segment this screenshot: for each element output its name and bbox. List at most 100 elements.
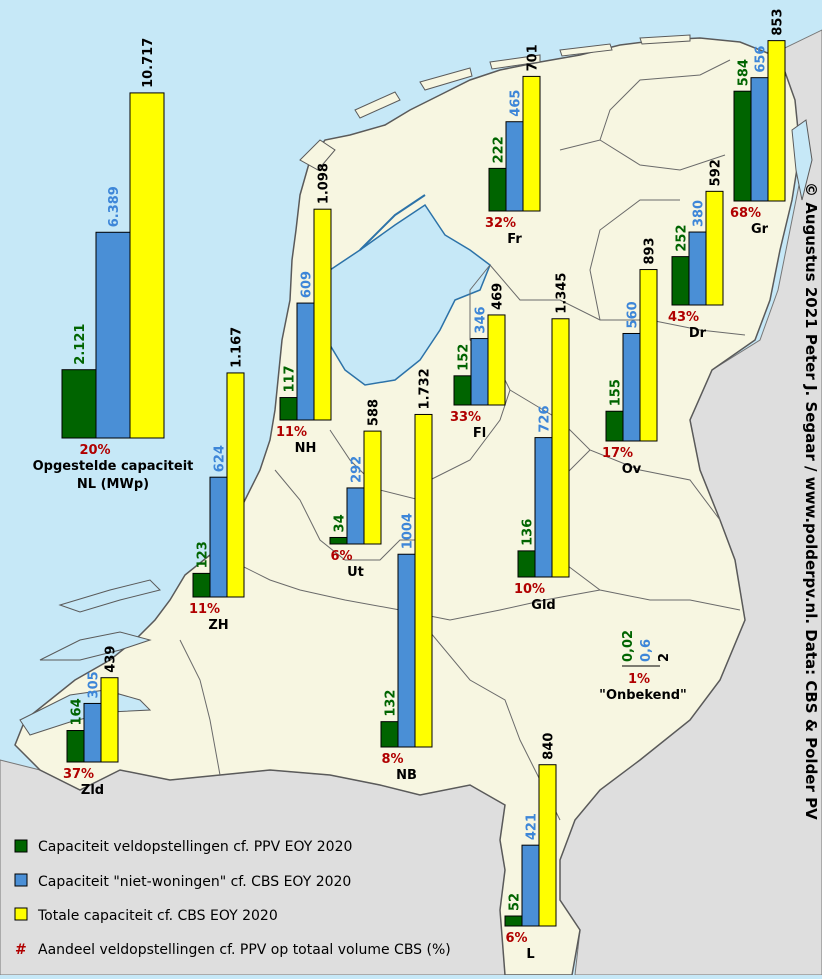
value-label-gr-total: 853 [771,8,786,35]
value-label-gr-field: 584 [737,59,752,86]
bar-fr-nonres [505,121,524,212]
bar-zld-field [66,730,85,763]
bar-group-fr: 222 465 701 32%Fr [485,44,541,247]
legend: Capaciteit veldopstellingen cf. PPV EOY … [14,839,451,958]
unknown-name: "Onbekend" [599,688,687,703]
value-label-nb-field: 132 [384,690,399,717]
share-label-fl: 33% [450,410,481,425]
share-label-nb: 8% [381,752,403,767]
region-label-nl: Opgestelde capaciteit [33,459,194,474]
value-label-ut-field: 34 [333,514,348,532]
bar-fl-total [487,314,506,406]
share-label-dr: 43% [668,310,699,325]
bar-gr-field [733,90,752,202]
bar-gr-total [767,40,786,202]
bar-group-nb: 132 1004 1.732 8%NB [380,368,433,783]
bar-dr-total [705,190,724,306]
value-label-zld-nonres: 305 [87,671,102,698]
bar-nh-nonres [296,302,315,421]
legend-swatch-total [14,907,28,921]
region-label-l: L [526,947,534,962]
bar-ov-field [605,410,624,442]
bar-nb-total [414,413,433,748]
value-label-fr-total: 701 [526,44,541,71]
bar-zh-total [226,372,245,598]
bar-group-zh: 123 624 1.167 11%ZH [189,327,245,633]
share-label-zld: 37% [63,767,94,782]
unknown-annotation: 0,02 0,6 2 1% "Onbekend" [599,630,687,703]
bar-fl-field [453,375,472,406]
region-label-ut: Ut [347,565,364,580]
value-label-nl-nonres: 6.389 [107,186,122,227]
value-label-l-nonres: 421 [525,813,540,840]
region-label-fr: Fr [507,232,522,247]
bar-zld-nonres [83,702,102,763]
bar-ut-total [363,430,382,545]
bar-nl-nonres [95,231,131,439]
bar-zh-field [192,572,211,598]
share-label-nl: 20% [79,443,110,458]
value-label-nb-nonres: 1004 [401,513,416,549]
share-label-fr: 32% [485,216,516,231]
bar-zld-total [100,677,119,763]
bar-fr-field [488,167,507,212]
value-label-ov-total: 893 [643,237,658,264]
legend-label-share: Aandeel veldopstellingen cf. PPV op tota… [38,942,451,958]
region-label-fl: Fl [473,426,486,441]
ems-estuary [791,119,813,201]
region-label-dr: Dr [689,326,707,341]
bar-groups: 2.121 6.389 10.717 20%Opgestelde capaciteit… [33,8,786,962]
legend-share-marker: # [15,942,27,958]
bar-group-nh: 117 609 1.098 11%NH [276,163,332,456]
value-label-nh-field: 117 [283,365,298,392]
region-label-nh: NH [295,441,317,456]
bar-l-nonres [521,844,540,927]
value-label-zh-field: 123 [196,541,211,568]
value-label-gld-total: 1.345 [555,273,570,314]
value-label-dr-field: 252 [675,224,690,251]
value-label-fr-field: 222 [492,136,507,163]
bar-nh-total [313,208,332,421]
value-label-ut-total: 588 [367,399,382,426]
value-label-ov-field: 155 [609,379,624,406]
legend-swatch-nonres [14,873,28,887]
bar-dr-nonres [688,231,707,306]
bar-gr-nonres [750,77,769,202]
bar-l-field [504,915,523,927]
bar-nl-field [61,369,97,439]
bar-nb-field [380,721,399,748]
bar-ov-nonres [622,332,641,442]
value-label-l-total: 840 [542,733,557,760]
bar-group-ov: 155 560 893 17%Ov [602,237,658,477]
legend-label-field: Capaciteit veldopstellingen cf. PPV EOY … [38,839,352,855]
region-label-nb: NB [396,768,417,783]
bar-nh-field [279,397,298,421]
value-label-dr-total: 592 [709,159,724,186]
bar-nb-nonres [397,553,416,748]
bar-group-gld: 136 726 1.345 10%Gld [514,273,570,613]
bar-zh-nonres [209,476,228,598]
value-label-zld-field: 164 [70,698,85,725]
bar-gld-nonres [534,437,553,578]
value-label-nh-total: 1.098 [317,163,332,204]
value-label-zld-total: 439 [104,646,119,673]
share-label-zh: 11% [189,602,220,617]
value-label-nl-total: 10.717 [141,38,156,88]
wadden-islands [299,34,691,171]
value-label-gld-field: 136 [521,519,536,546]
bar-gld-total [551,318,570,578]
unknown-share: 1% [628,672,650,687]
legend-swatch-field [14,839,28,853]
value-label-ov-nonres: 560 [626,301,641,328]
share-label-l: 6% [505,931,527,946]
share-label-ut: 6% [330,549,352,564]
unknown-field-value: 0,02 [621,630,636,662]
bar-ov-total [639,269,658,442]
region-label-gld: Gld [531,598,555,613]
bar-fl-nonres [470,338,489,406]
